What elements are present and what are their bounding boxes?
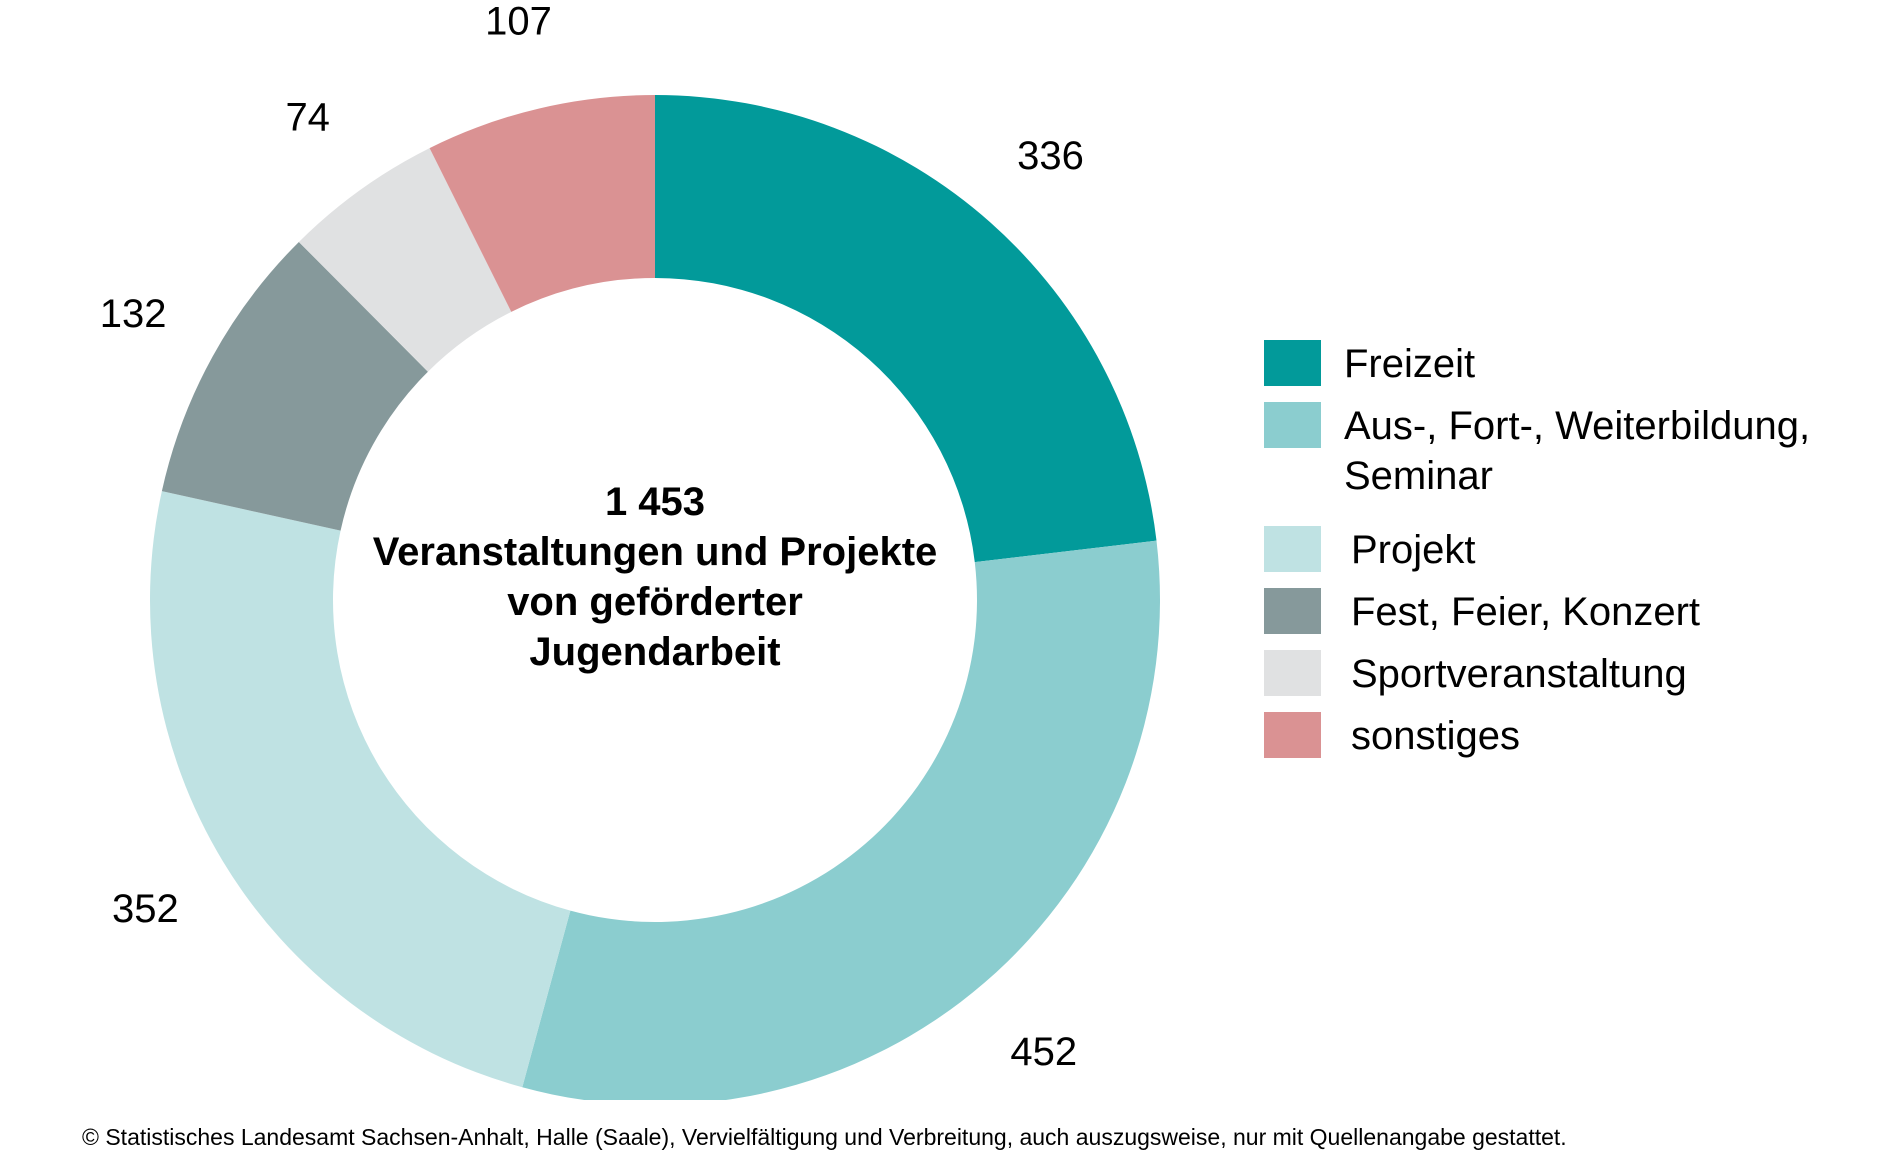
copyright-footer: © Statistisches Landesamt Sachsen-Anhalt… <box>82 1124 1567 1150</box>
value-label-freizeit: 336 <box>1017 134 1084 178</box>
slice-sonstiges <box>429 95 655 312</box>
legend-label-weiterbildung: Aus-, Fort-, Weiterbildung, Seminar <box>1344 404 1811 498</box>
value-label-projekt: 352 <box>112 887 179 931</box>
legend-swatch-weiterbildung <box>1264 402 1321 448</box>
legend-label-freizeit: Freizeit <box>1344 342 1476 386</box>
legend-swatch-freizeit <box>1264 340 1321 386</box>
legend-item-weiterbildung: Aus-, Fort-, Weiterbildung, Seminar <box>1264 402 1864 526</box>
value-label-fest: 132 <box>100 292 167 336</box>
slice-projekt <box>150 491 571 1088</box>
legend-item-freizeit: Freizeit <box>1264 340 1864 402</box>
legend-swatch-sonstiges <box>1264 712 1321 758</box>
legend-item-fest: Fest, Feier, Konzert <box>1264 588 1864 650</box>
value-label-sport: 74 <box>285 95 330 139</box>
legend-swatch-projekt <box>1264 526 1321 572</box>
slice-sport <box>298 148 512 372</box>
slice-weiterbildung <box>522 540 1160 1100</box>
center-line-1: Veranstaltungen und Projekte <box>373 530 938 574</box>
donut-chart: 336 452 352 132 74 107 1 453 Veranstaltungen … <box>100 0 1160 1100</box>
value-label-sonstiges: 107 <box>485 0 552 43</box>
legend-label-fest: Fest, Feier, Konzert <box>1351 590 1701 634</box>
value-label-weiterbildung: 452 <box>1010 1030 1077 1074</box>
legend-label-sport: Sportveranstaltung <box>1351 652 1687 696</box>
center-line-3: Jugendarbeit <box>529 630 780 674</box>
slice-fest <box>161 241 428 531</box>
legend: Freizeit Aus-, Fort-, Weiterbildung, Sem… <box>1264 340 1864 774</box>
center-total: 1 453 <box>605 480 705 524</box>
legend-label-projekt: Projekt <box>1351 528 1476 572</box>
legend-swatch-fest <box>1264 588 1321 634</box>
legend-item-sonstiges: sonstiges <box>1264 712 1864 774</box>
center-line-2: von geförderter <box>507 580 803 624</box>
legend-swatch-sport <box>1264 650 1321 696</box>
legend-item-projekt: Projekt <box>1264 526 1864 588</box>
value-labels: 336 452 352 132 74 107 <box>100 0 1084 1074</box>
slice-freizeit <box>655 95 1157 563</box>
donut-slices <box>150 95 1160 1100</box>
legend-item-sport: Sportveranstaltung <box>1264 650 1864 712</box>
legend-label-sonstiges: sonstiges <box>1351 714 1520 758</box>
